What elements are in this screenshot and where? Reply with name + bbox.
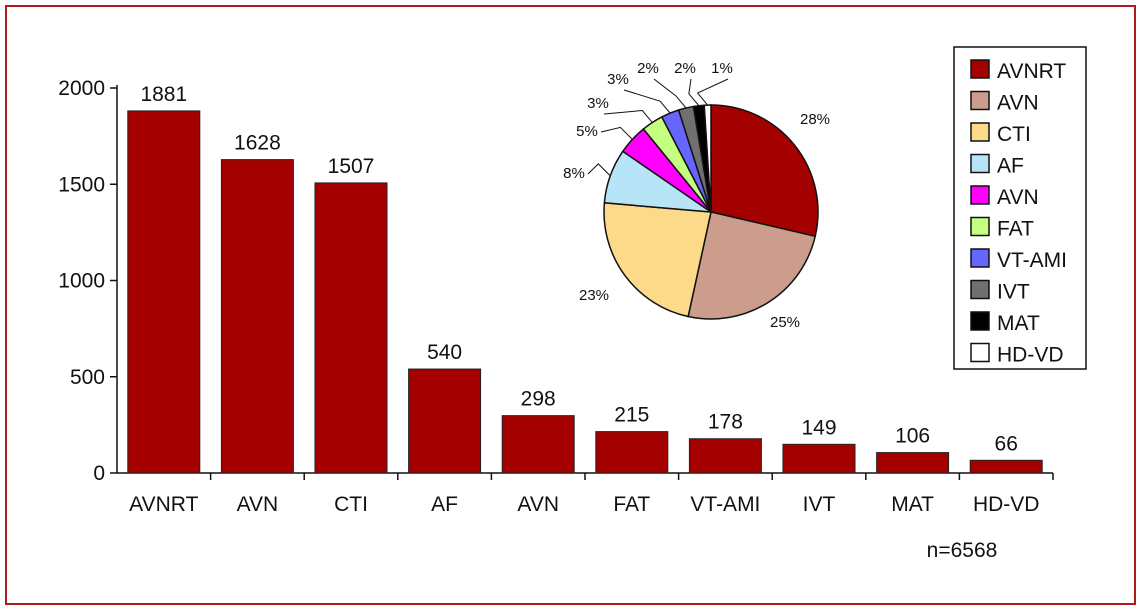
- bar-value-label: 178: [708, 411, 743, 434]
- pie-leader-line: [653, 78, 687, 109]
- legend-swatch: [970, 153, 990, 174]
- legend-label: AVNRT: [997, 60, 1066, 83]
- y-tick-label: 1000: [58, 270, 105, 293]
- bar: [876, 452, 950, 474]
- pie-leader-line: [603, 109, 653, 123]
- legend-swatch: [970, 122, 990, 142]
- legend-swatch: [970, 216, 990, 237]
- legend-label: AVN: [997, 92, 1039, 115]
- bar-value-label: 1507: [328, 155, 375, 178]
- bar: [688, 438, 762, 474]
- x-tick-label: AVNRT: [129, 493, 198, 516]
- pie-percent-label: 3%: [607, 71, 629, 88]
- pie-leader-line: [688, 78, 700, 107]
- pie-leader-line: [696, 78, 729, 106]
- legend-label: VT-AMI: [997, 249, 1067, 272]
- legend-swatch: [970, 342, 990, 363]
- bar: [501, 415, 575, 474]
- bar: [782, 443, 856, 474]
- legend-swatch: [970, 59, 990, 79]
- pie-slice: [710, 104, 819, 238]
- pie-slice: [703, 104, 712, 213]
- bar: [127, 110, 201, 474]
- legend-label: IVT: [997, 281, 1030, 304]
- bar: [408, 368, 482, 474]
- pie-percent-label: 2%: [674, 60, 696, 77]
- pie-leader-line: [623, 89, 671, 114]
- x-tick-label: AF: [431, 493, 458, 516]
- pie-percent-label: 3%: [587, 95, 609, 112]
- pie-leader-line: [587, 163, 611, 177]
- x-tick-label: AVN: [517, 493, 559, 516]
- legend-label: CTI: [997, 123, 1031, 146]
- bar-value-label: 106: [895, 425, 930, 448]
- pie-percent-label: 28%: [800, 111, 830, 128]
- legend-label: AF: [997, 155, 1024, 178]
- x-tick-label: MAT: [891, 493, 934, 516]
- pie-percent-label: 23%: [579, 287, 609, 304]
- bar-value-label: 149: [801, 416, 836, 439]
- x-tick-label: HD-VD: [973, 493, 1040, 516]
- legend-label: HD-VD: [997, 344, 1064, 367]
- legend-swatch: [970, 90, 990, 111]
- x-tick-label: VT-AMI: [690, 493, 760, 516]
- y-tick-label: 500: [70, 366, 105, 389]
- legend-label: MAT: [997, 312, 1040, 335]
- bar-value-label: 298: [521, 388, 556, 411]
- pie-percent-label: 8%: [563, 165, 585, 182]
- bar: [220, 159, 294, 474]
- legend-swatch: [970, 248, 990, 268]
- legend-swatch: [970, 279, 990, 300]
- bar-value-label: 1881: [140, 83, 187, 106]
- pie-leader-line: [600, 126, 633, 140]
- y-tick-label: 1500: [58, 173, 105, 196]
- pie-percent-label: 25%: [770, 314, 800, 331]
- y-tick-label: 2000: [58, 77, 105, 100]
- pie-slice: [603, 201, 712, 318]
- pie-percent-label: 1%: [711, 60, 733, 77]
- pie-percent-label: 5%: [576, 123, 598, 140]
- bar-value-label: 215: [614, 404, 649, 427]
- legend-swatch: [970, 311, 990, 331]
- x-tick-label: FAT: [613, 493, 650, 516]
- bar: [314, 182, 388, 474]
- bar: [595, 431, 669, 474]
- legend-label: FAT: [997, 218, 1034, 241]
- bar-value-label: 1628: [234, 132, 281, 155]
- bar-value-label: 540: [427, 341, 462, 364]
- x-tick-label: IVT: [803, 493, 836, 516]
- bar: [969, 459, 1043, 474]
- legend-label: AVN: [997, 186, 1039, 209]
- x-tick-label: AVN: [237, 493, 279, 516]
- sample-size-annotation: n=6568: [927, 539, 998, 562]
- pie-slice: [687, 211, 817, 320]
- bar-value-label: 66: [995, 432, 1018, 455]
- y-tick-label: 0: [93, 462, 105, 485]
- x-tick-label: CTI: [334, 493, 368, 516]
- figure-border: [5, 5, 1136, 605]
- legend-swatch: [970, 185, 990, 205]
- pie-percent-label: 2%: [637, 60, 659, 77]
